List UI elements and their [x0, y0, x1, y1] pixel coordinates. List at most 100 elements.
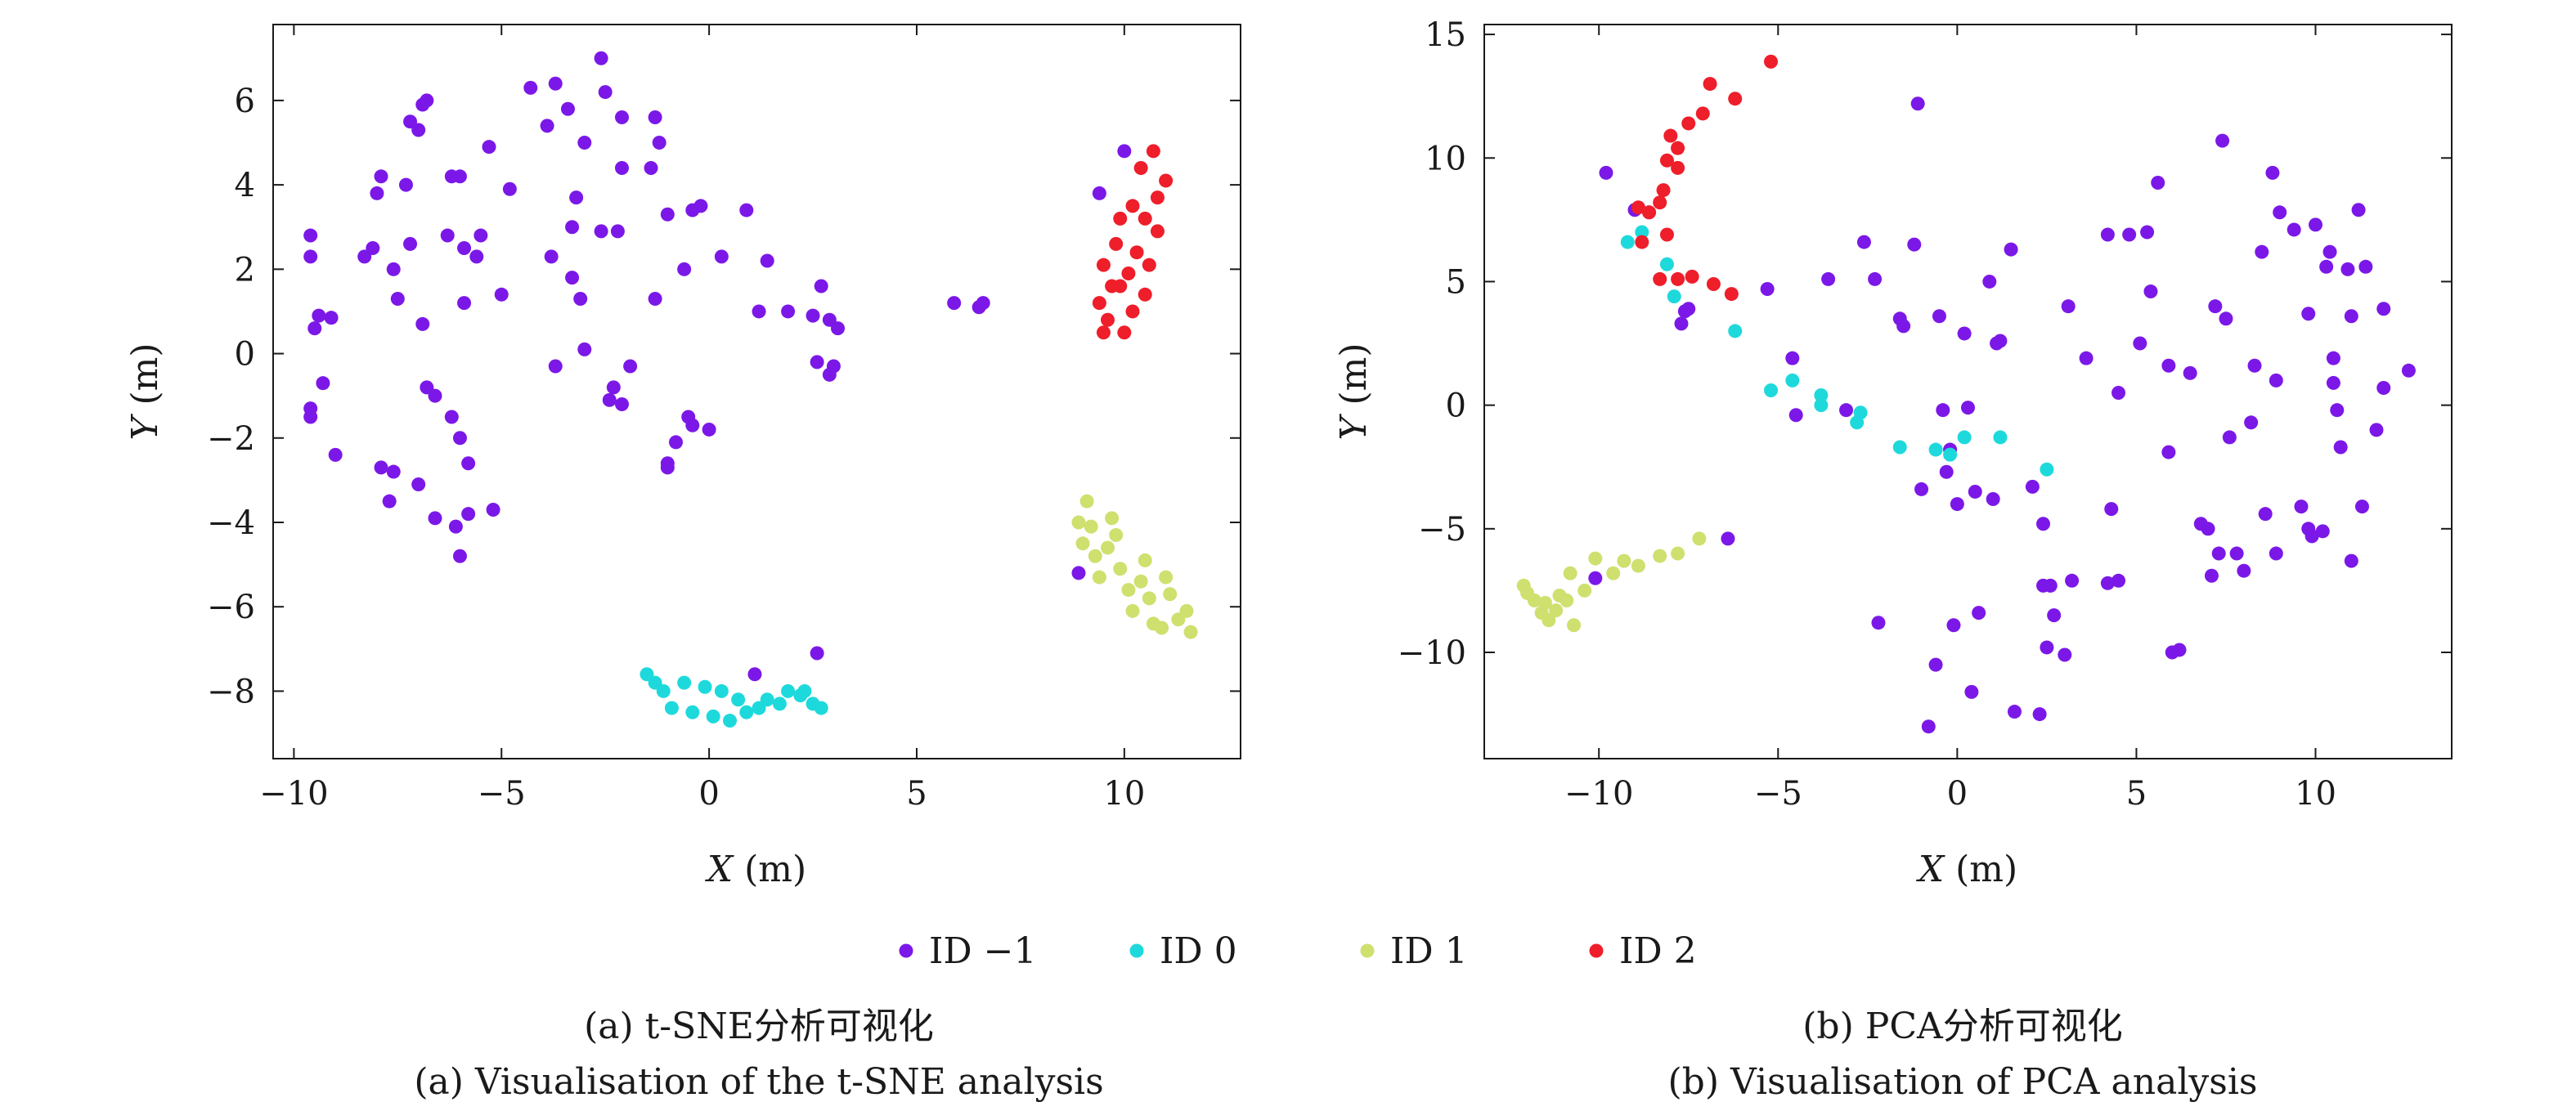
scatter-point [457, 241, 472, 256]
scatter-point [1928, 442, 1943, 457]
scatter-point [2401, 363, 2416, 378]
scatter-point [2354, 500, 2369, 514]
x-tick-label: 0 [698, 775, 719, 813]
scatter-point [1071, 566, 1086, 580]
scatter-point [656, 683, 671, 698]
scatter-point [1179, 603, 1194, 618]
scatter-point [565, 220, 580, 235]
scatter-point [1560, 593, 1574, 607]
legend-marker [1589, 943, 1604, 958]
scatter-point [1635, 235, 1649, 249]
scatter-point [677, 675, 692, 690]
scatter-point [2208, 299, 2223, 314]
scatter-point [598, 85, 613, 100]
series-id-0 [640, 667, 828, 728]
scatter-point [1117, 144, 1132, 159]
scatter-point [2309, 217, 2323, 232]
scatter-point [2326, 351, 2340, 365]
scatter-point [1964, 684, 1979, 699]
y-tick-label: 10 [1425, 140, 1466, 177]
scatter-point [660, 207, 675, 222]
scatter-point [461, 507, 476, 522]
scatter-point [1138, 211, 1152, 226]
scatter-point [2143, 284, 2158, 299]
scatter-point [374, 460, 388, 475]
scatter-point [2258, 507, 2273, 522]
scatter-point [722, 714, 737, 728]
scatter-point [1096, 258, 1111, 272]
series-id-2 [1092, 144, 1174, 340]
scatter-point [1121, 266, 1136, 280]
caption-a-zh: (a) t-SNE分析可视化 [584, 1006, 934, 1047]
scatter-point [2100, 576, 2115, 590]
scatter-point [1821, 271, 1836, 286]
scatter-point [1681, 116, 1696, 131]
scatter-point [1671, 141, 1685, 155]
scatter-point [486, 503, 500, 517]
caption-b-en: (b) Visualisation of PCA analysis [1668, 1061, 2258, 1103]
plot-frame [1483, 24, 2453, 759]
scatter-point [1635, 225, 1649, 240]
scatter-point [739, 203, 754, 217]
scatter-point [2269, 373, 2283, 388]
scatter-point [685, 418, 700, 432]
x-tick-label: −5 [1754, 775, 1802, 813]
scatter-point [1871, 616, 1886, 630]
scatter-point [2025, 479, 2040, 494]
scatter-point [1146, 144, 1160, 159]
caption-a-en: (a) Visualisation of the t-SNE analysis [414, 1061, 1103, 1103]
scatter-point [316, 376, 330, 391]
scatter-point [1982, 274, 1997, 289]
scatter-point [2112, 573, 2126, 588]
scatter-point [2201, 522, 2215, 536]
scatter-point [831, 321, 846, 336]
scatter-point [569, 190, 584, 205]
scatter-point [452, 549, 467, 563]
legend-label: ID 0 [1160, 930, 1237, 972]
scatter-point [1968, 484, 1982, 499]
scatter-point [972, 300, 986, 315]
scatter-point [1542, 613, 1556, 628]
scatter-point [1101, 540, 1115, 555]
scatter-point [2140, 225, 2155, 240]
scatter-point [2104, 502, 2119, 517]
scatter-point [1125, 603, 1140, 618]
scatter-point [1138, 553, 1152, 567]
scatter-point [448, 519, 463, 534]
scatter-point [1642, 205, 1657, 220]
scatter-point [2376, 380, 2391, 395]
scatter-point [1932, 309, 1946, 324]
scatter-point [2287, 222, 2301, 237]
scatter-point [1896, 319, 1911, 334]
scatter-point [2151, 176, 2165, 190]
scatter-point [668, 435, 683, 450]
scatter-point [1685, 269, 1699, 284]
scatter-point [1109, 527, 1124, 542]
x-tick-label: 10 [1103, 775, 1145, 813]
scatter-point [473, 228, 488, 243]
legend-label: ID −1 [929, 930, 1037, 972]
scatter-point [1760, 282, 1775, 297]
scatter-point [1563, 566, 1577, 580]
scatter-point [1939, 464, 1954, 479]
scatter-point [2133, 336, 2147, 351]
scatter-point [1588, 551, 1603, 566]
scatter-point [1788, 408, 1803, 423]
scatter-point [739, 705, 754, 719]
scatter-point [664, 701, 679, 715]
legend-entry: ID 2 [1589, 930, 1697, 972]
scatter-point [614, 396, 629, 411]
scatter-point [1159, 570, 1174, 585]
scatter-point [760, 253, 774, 268]
scatter-point [1092, 570, 1106, 585]
scatter-point [947, 296, 962, 311]
scatter-point [702, 422, 716, 437]
scatter-point [1721, 531, 1735, 546]
scatter-point [1814, 388, 1829, 403]
scatter-point [1961, 401, 1975, 415]
scatter-point [1129, 245, 1144, 260]
scatter-point [752, 304, 766, 319]
series-id-1 [1071, 494, 1198, 639]
